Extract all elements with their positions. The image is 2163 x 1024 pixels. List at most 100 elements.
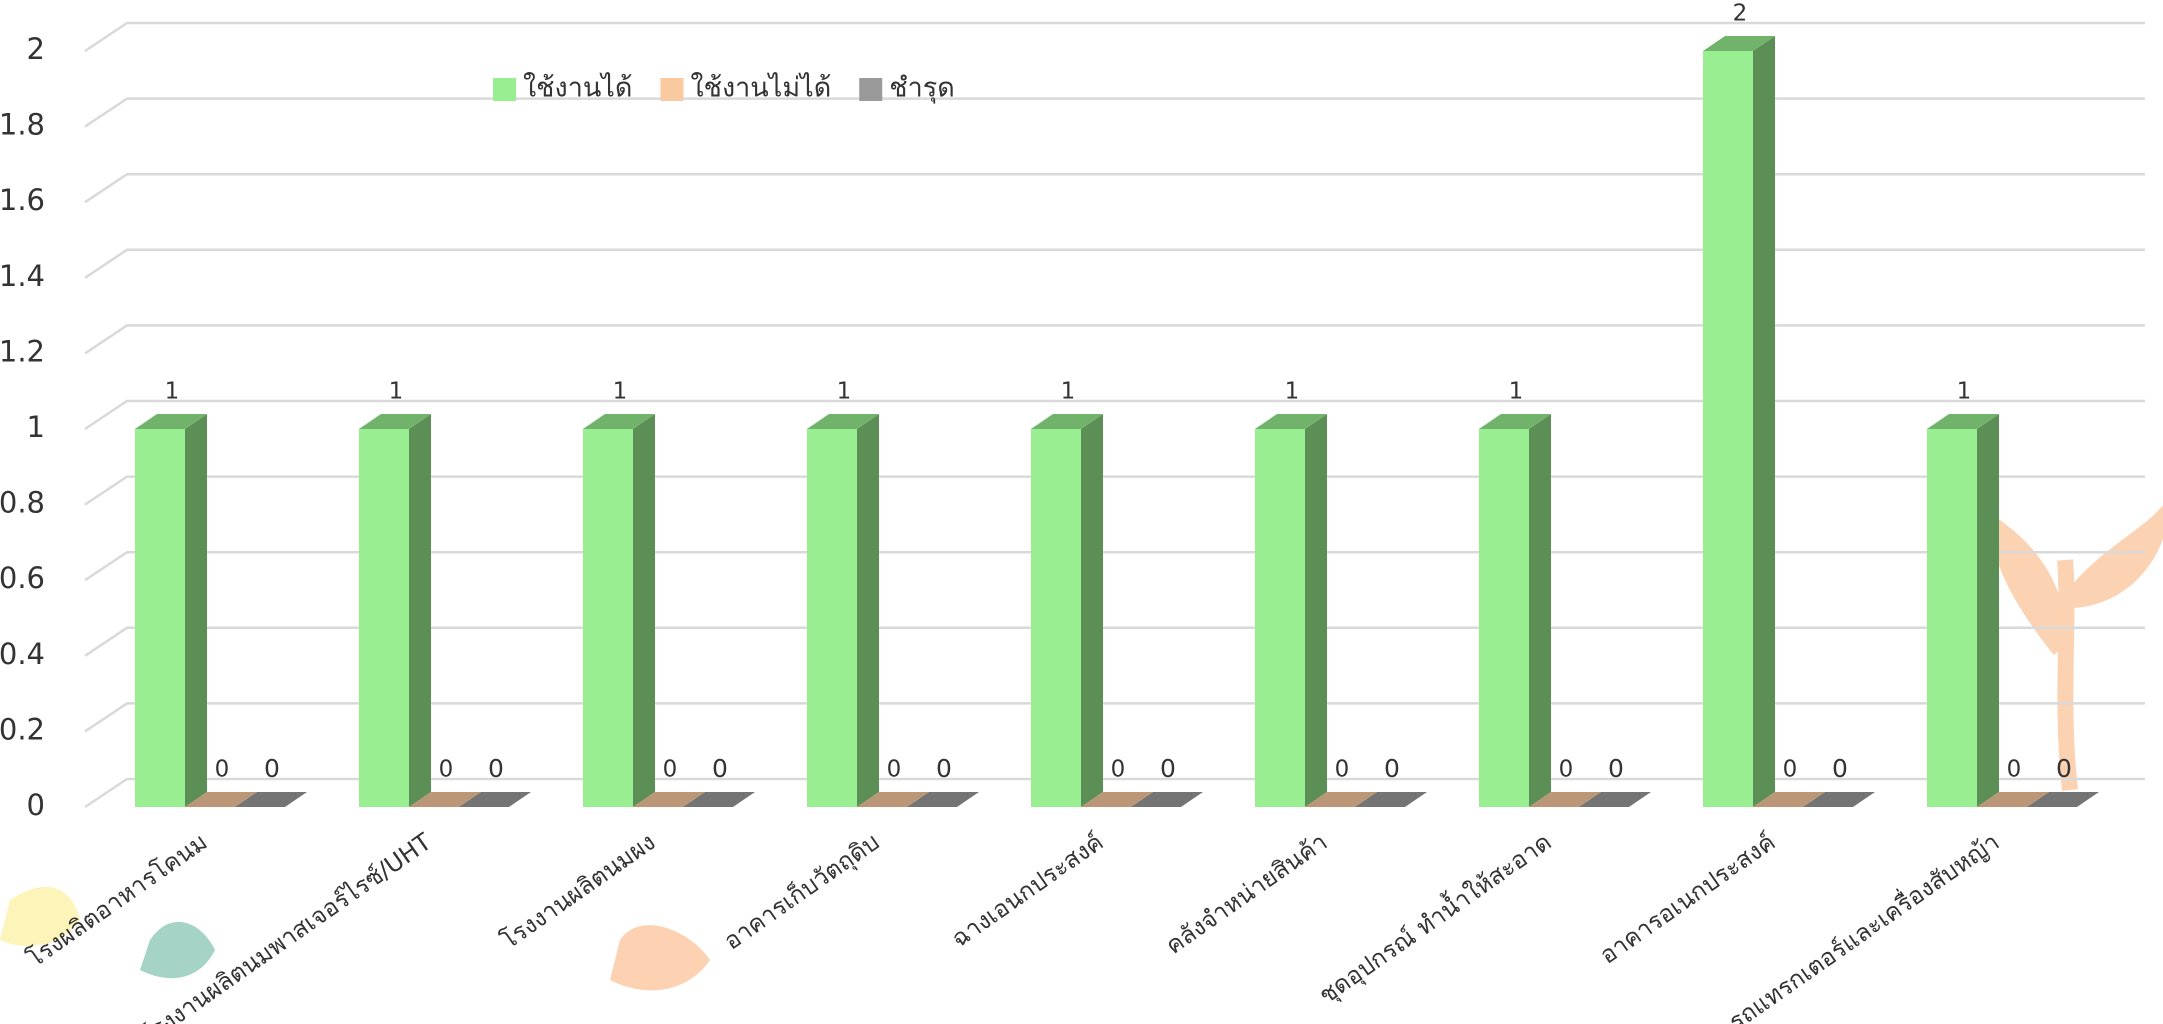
bar-front <box>359 429 409 807</box>
grid-line <box>84 777 2145 809</box>
value-label: 0 <box>1335 757 1350 783</box>
bar <box>857 792 929 807</box>
bar-top <box>683 792 755 807</box>
bar-top <box>583 414 655 429</box>
value-label: 2 <box>1733 1 1748 27</box>
bar-front <box>1703 51 1753 807</box>
bar-top <box>807 414 879 429</box>
value-label: 0 <box>1608 754 1624 783</box>
bar-top <box>1131 792 1203 807</box>
bar-top <box>2027 792 2099 807</box>
grid-line <box>84 626 2145 657</box>
bar <box>2027 792 2099 807</box>
bar-top <box>1031 414 1103 429</box>
value-label: 1 <box>165 379 180 405</box>
bar <box>1579 792 1651 807</box>
legend-swatch <box>859 78 883 101</box>
bar-side <box>1305 414 1327 807</box>
value-label: 0 <box>1111 757 1126 783</box>
x-tick-label: ฉางเอนกประสงค์ <box>946 828 1108 953</box>
bar <box>1031 414 1103 807</box>
bar-side <box>633 414 655 807</box>
bar-top <box>409 792 481 807</box>
bar <box>633 792 705 807</box>
y-tick-label: 1.2 <box>0 334 45 368</box>
value-label: 0 <box>1160 754 1176 783</box>
value-label: 0 <box>439 757 454 783</box>
y-tick-label: 1.6 <box>0 183 45 217</box>
bar-top <box>1305 792 1377 807</box>
grid-line <box>84 324 2145 355</box>
bar-top <box>633 792 705 807</box>
bar-front <box>1255 429 1305 807</box>
bar <box>459 792 531 807</box>
value-label: 0 <box>1783 757 1798 783</box>
bar <box>1081 792 1153 807</box>
y-tick-label: 0 <box>27 788 45 822</box>
value-label: 0 <box>1559 757 1574 783</box>
bar-side <box>1753 36 1775 807</box>
bar-top <box>1753 792 1825 807</box>
y-tick-label: 0.4 <box>0 637 45 671</box>
bar <box>807 414 879 807</box>
bar-top <box>1579 792 1651 807</box>
bar-top <box>459 792 531 807</box>
bar-top <box>1355 792 1427 807</box>
bar-top <box>907 792 979 807</box>
bar <box>1479 414 1551 807</box>
value-label: 1 <box>1957 379 1972 405</box>
grid-line <box>84 702 2145 733</box>
bar-side <box>1977 414 1999 807</box>
value-label: 0 <box>488 754 504 783</box>
grid-line <box>84 399 2145 431</box>
y-tick-label: 2 <box>27 32 45 66</box>
value-label: 0 <box>887 757 902 783</box>
grid-line <box>84 97 2145 128</box>
value-label: 0 <box>936 754 952 783</box>
bar <box>1355 792 1427 807</box>
bar <box>1255 414 1327 807</box>
bar <box>359 414 431 807</box>
bar <box>135 414 207 807</box>
legend-label: ใช้งานได้ <box>523 72 632 104</box>
bar-side <box>1081 414 1103 807</box>
y-tick-label: 0.6 <box>0 561 45 595</box>
bar <box>1703 36 1775 807</box>
legend-swatch <box>660 78 684 101</box>
bar-top <box>1255 414 1327 429</box>
bar-top <box>857 792 929 807</box>
bar-top <box>235 792 307 807</box>
x-tick-label: อาคารอเนกประสงค์ <box>1595 828 1781 970</box>
bar-top <box>135 414 207 429</box>
bar <box>1803 792 1875 807</box>
value-label: 0 <box>2007 757 2022 783</box>
bar-front <box>1479 429 1529 807</box>
value-label: 1 <box>1285 379 1300 405</box>
x-tick-label: ชุดอุปกรณ์ ทำน้ำให้สะอาด <box>1312 824 1557 1010</box>
bar-front <box>135 429 185 807</box>
bar-top <box>185 792 257 807</box>
legend-label: ชำรุด <box>889 73 955 105</box>
grid-line <box>84 21 2145 53</box>
y-tick-label: 0.8 <box>0 486 45 520</box>
decoration <box>0 505 2163 991</box>
bar <box>1529 792 1601 807</box>
bar <box>1753 792 1825 807</box>
bar-top <box>1977 792 2049 807</box>
bar <box>409 792 481 807</box>
bar-front <box>1031 429 1081 807</box>
value-label: 1 <box>837 379 852 405</box>
bar-top <box>1927 414 1999 429</box>
bar-front <box>1927 429 1977 807</box>
bar-side <box>857 414 879 807</box>
value-label: 1 <box>1509 379 1524 405</box>
y-tick-label: 1.4 <box>0 259 45 293</box>
bar <box>907 792 979 807</box>
value-label: 0 <box>1384 754 1400 783</box>
legend-swatch <box>493 78 516 101</box>
x-tick-label: อาคารเก็บวัตถุดิบ <box>718 827 885 956</box>
value-label: 0 <box>215 757 230 783</box>
value-label: 0 <box>264 754 280 783</box>
bar <box>1131 792 1203 807</box>
